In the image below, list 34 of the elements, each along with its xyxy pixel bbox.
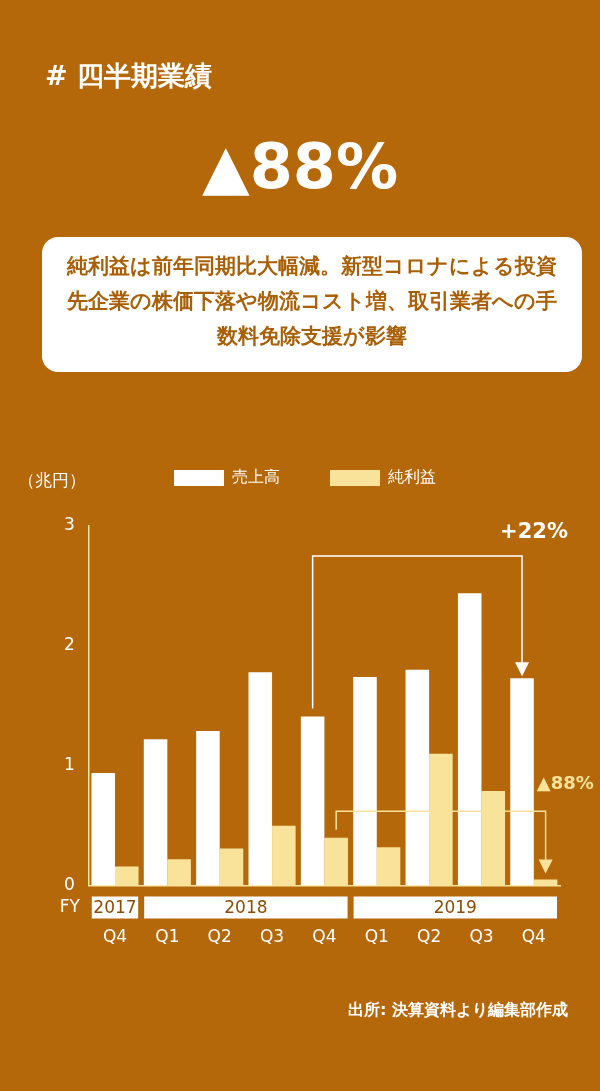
x-tick-label: Q4 — [102, 926, 128, 947]
bar — [196, 730, 220, 886]
x-tick-label: Q4 — [312, 926, 337, 947]
text: 出所: 決算資料より編集部作成 — [348, 1000, 568, 1021]
x-tick-label: Q1 — [155, 926, 180, 947]
x-tick-label: Q2 — [207, 926, 232, 947]
chart-title: # 四半期業績 — [45, 59, 213, 93]
x-tick-label: Q1 — [364, 926, 389, 947]
bar — [353, 677, 377, 886]
bar — [91, 772, 115, 886]
y-tick-label: 1 — [63, 754, 75, 775]
text: 2018 — [224, 897, 268, 918]
x-tick-label: Q3 — [469, 926, 494, 947]
chart-subtitle: ▲88% — [200, 130, 400, 203]
x-tick-label: Q4 — [521, 926, 546, 947]
y-axis-title: （兆円） — [18, 470, 86, 491]
bar — [248, 672, 273, 886]
legend-label: 純利益 — [388, 467, 436, 487]
y-tick-label: 0 — [63, 874, 75, 895]
x-tick-label: Q2 — [417, 926, 442, 947]
text: 2019 — [433, 897, 477, 918]
text: FY — [59, 896, 81, 917]
text: 純利益は前年同期比大幅減。新型コロナによる投資先企業の株価下落や物流コスト増、取引業者への手数料免除支援が影響 — [42, 237, 582, 372]
text: 2017 — [93, 897, 137, 918]
bar — [457, 593, 482, 886]
y-tick-label: 2 — [63, 634, 75, 655]
bar — [405, 669, 430, 886]
annotation: +22% — [500, 518, 568, 543]
bar — [143, 739, 168, 886]
y-tick-label: 3 — [63, 514, 75, 535]
annotation: ▲88% — [536, 772, 594, 794]
x-tick-label: Q3 — [259, 926, 285, 947]
bar — [300, 716, 325, 886]
legend-label: 売上高 — [232, 467, 280, 487]
